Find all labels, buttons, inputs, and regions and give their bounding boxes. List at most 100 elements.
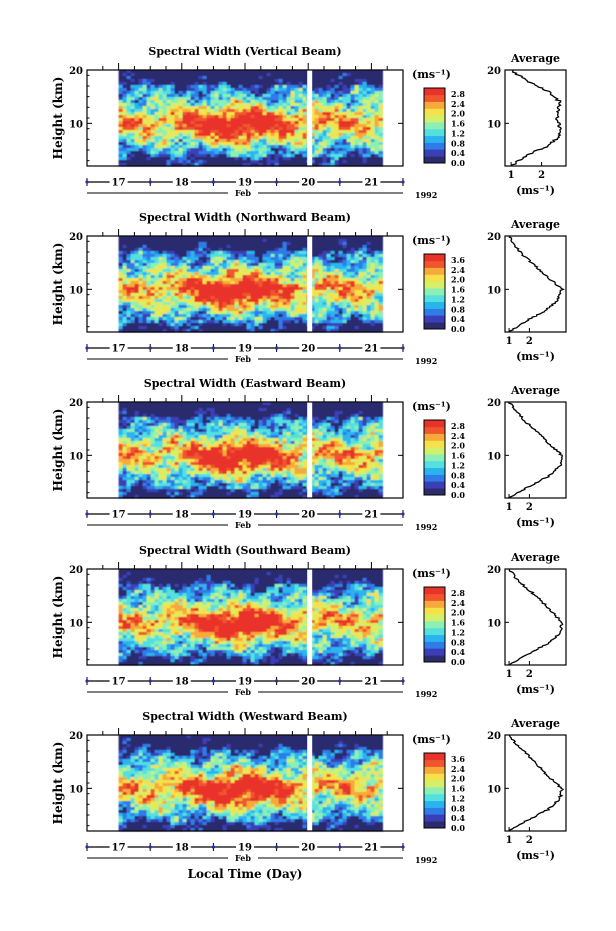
heatmap-cell	[158, 456, 163, 460]
heatmap-cell	[310, 308, 315, 312]
heatmap-cell	[334, 151, 339, 155]
heatmap-cell	[162, 260, 167, 264]
heatmap-cell	[370, 85, 375, 89]
heatmap-cell	[322, 130, 327, 134]
heatmap-cell	[330, 308, 335, 312]
heatmap-cell	[282, 317, 287, 321]
heatmap-cell	[270, 302, 275, 306]
heatmap-cell	[270, 124, 275, 128]
heatmap-cell	[374, 248, 379, 252]
heatmap-cell	[206, 112, 211, 116]
heatmap-cell	[126, 245, 131, 249]
heatmap-cell	[226, 70, 231, 74]
heatmap-cell	[298, 154, 303, 158]
heatmap-cell	[206, 242, 211, 246]
heatmap-cell	[126, 257, 131, 261]
heatmap-cell	[202, 281, 207, 285]
heatmap-cell	[186, 151, 191, 155]
heatmap-cell	[210, 245, 215, 249]
heatmap-cell	[154, 329, 159, 333]
heatmap-cell	[246, 73, 251, 77]
heatmap-cell	[138, 239, 143, 243]
heatmap-cell	[350, 94, 355, 98]
heatmap-cell	[370, 257, 375, 261]
heatmap-cell	[238, 266, 243, 270]
heatmap-cell	[146, 269, 151, 273]
heatmap-cell	[282, 308, 287, 312]
colorbar-swatch	[424, 315, 445, 323]
heatmap-cell	[318, 136, 323, 140]
heatmap-cell	[154, 142, 159, 146]
heatmap-cell	[122, 408, 127, 412]
heatmap-cell	[250, 118, 255, 122]
heatmap-cell	[362, 133, 367, 137]
heatmap-cell	[338, 311, 343, 315]
heatmap-cell	[314, 263, 319, 267]
heatmap-cell	[122, 124, 127, 128]
heatmap-cell	[242, 302, 247, 306]
heatmap-cell	[362, 323, 367, 327]
heatmap-cell	[302, 239, 307, 243]
heatmap-cell	[138, 142, 143, 146]
heatmap-cell	[134, 402, 139, 406]
heatmap-cell	[358, 97, 363, 101]
heatmap-cell	[126, 426, 131, 430]
heatmap-cell	[278, 272, 283, 276]
heatmap-cell	[134, 447, 139, 451]
heatmap-cell	[378, 299, 383, 303]
heatmap-cell	[258, 317, 263, 321]
heatmap-cell	[174, 320, 179, 324]
heatmap-cell	[162, 245, 167, 249]
heatmap-cell	[262, 263, 267, 267]
heatmap-cell	[158, 495, 163, 499]
date-marker	[148, 180, 152, 184]
heatmap-cell	[134, 136, 139, 140]
heatmap-cell	[118, 281, 123, 285]
heatmap-cell	[334, 290, 339, 294]
heatmap-cell	[294, 236, 299, 240]
heatmap-cell	[186, 275, 191, 279]
heatmap-cell	[238, 100, 243, 104]
heatmap-cell	[206, 124, 211, 128]
heatmap-cell	[118, 326, 123, 330]
heatmap-cell	[278, 97, 283, 101]
heatmap-cell	[350, 88, 355, 92]
heatmap-cell	[194, 118, 199, 122]
heatmap-cell	[322, 245, 327, 249]
heatmap-cell	[362, 329, 367, 333]
heatmap-cell	[178, 471, 183, 475]
heatmap-cell	[294, 311, 299, 315]
heatmap-cell	[162, 453, 167, 457]
heatmap-cell	[178, 76, 183, 80]
heatmap-cell	[218, 145, 223, 149]
heatmap-cell	[358, 118, 363, 122]
heatmap-cell	[322, 97, 327, 101]
heatmap-cell	[150, 154, 155, 158]
heatmap-cell	[266, 124, 271, 128]
heatmap-cell	[278, 157, 283, 161]
heatmap-cell	[118, 100, 123, 104]
heatmap-cell	[134, 287, 139, 291]
heatmap-cell	[378, 130, 383, 134]
heatmap-cell	[290, 251, 295, 255]
heatmap-cell	[178, 453, 183, 457]
heatmap-cell	[134, 76, 139, 80]
heatmap-cell	[170, 275, 175, 279]
heatmap-cell	[178, 127, 183, 131]
heatmap-cell	[130, 142, 135, 146]
heatmap-cell	[158, 254, 163, 258]
heatmap-cell	[138, 284, 143, 288]
heatmap-cell	[266, 112, 271, 116]
date-marker	[275, 346, 279, 350]
heatmap-cell	[286, 320, 291, 324]
heatmap-cell	[302, 82, 307, 86]
heatmap-cell	[138, 160, 143, 164]
heatmap-cell	[150, 489, 155, 493]
heatmap-cell	[154, 462, 159, 466]
heatmap-cell	[314, 308, 319, 312]
heatmap-cell	[134, 85, 139, 89]
heatmap-cell	[358, 127, 363, 131]
heatmap-cell	[178, 263, 183, 267]
heatmap-cell	[254, 85, 259, 89]
heatmap-cell	[254, 248, 259, 252]
